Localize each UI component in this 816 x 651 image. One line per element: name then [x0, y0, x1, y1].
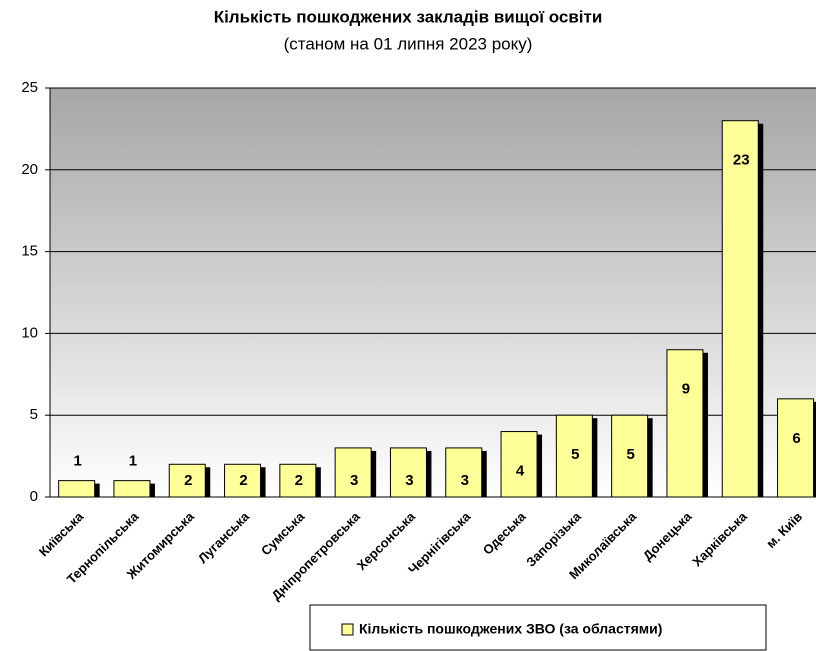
bar: [58, 480, 96, 498]
bar: [113, 480, 151, 498]
x-tick-label: Київська: [36, 508, 87, 559]
value-label: 2: [295, 472, 303, 489]
bar: [500, 431, 538, 498]
x-tick-label: Запорізька: [523, 508, 584, 569]
bar: [389, 447, 427, 498]
bar: [666, 349, 704, 498]
value-label: 2: [239, 472, 247, 489]
legend: [309, 604, 767, 651]
bar: [721, 120, 759, 498]
x-tick-label: Сумська: [258, 508, 308, 558]
value-label: 4: [516, 463, 525, 480]
bar: [555, 414, 593, 498]
chart-title: Кількість пошкоджених закладів вищої осв…: [214, 7, 603, 26]
bar: [168, 463, 206, 498]
bar: [279, 463, 317, 498]
value-label: 2: [184, 472, 192, 489]
value-label: 6: [792, 430, 800, 447]
legend-swatch: [341, 623, 354, 636]
x-tick-label: Луганська: [195, 508, 253, 566]
value-label: 9: [682, 381, 690, 398]
value-label: 3: [461, 472, 469, 489]
bar: [611, 414, 649, 498]
y-tick-label: 25: [21, 79, 38, 96]
x-tick-label: Харківська: [689, 508, 750, 569]
x-tick-label: м. Київ: [763, 509, 805, 551]
y-tick-label: 20: [21, 161, 38, 178]
bar: [334, 447, 372, 498]
value-label: 5: [626, 446, 634, 463]
bar: [224, 463, 262, 498]
value-label: 3: [405, 472, 413, 489]
value-label: 5: [571, 446, 579, 463]
bar: [777, 398, 815, 498]
bar: [445, 447, 483, 498]
x-tick-label: Донецька: [640, 508, 695, 563]
y-tick-label: 5: [30, 406, 38, 423]
value-label: 23: [733, 152, 750, 169]
x-tick-label: Одеська: [480, 508, 529, 557]
y-tick-label: 15: [21, 243, 38, 260]
legend-label: Кількість пошкоджених ЗВО (за областями): [359, 621, 662, 637]
y-tick-label: 10: [21, 324, 38, 341]
value-label: 1: [129, 453, 137, 470]
y-tick-label: 0: [30, 488, 38, 505]
chart-subtitle: (станом на 01 липня 2023 року): [284, 34, 533, 53]
value-label: 3: [350, 472, 358, 489]
value-label: 1: [73, 453, 81, 470]
